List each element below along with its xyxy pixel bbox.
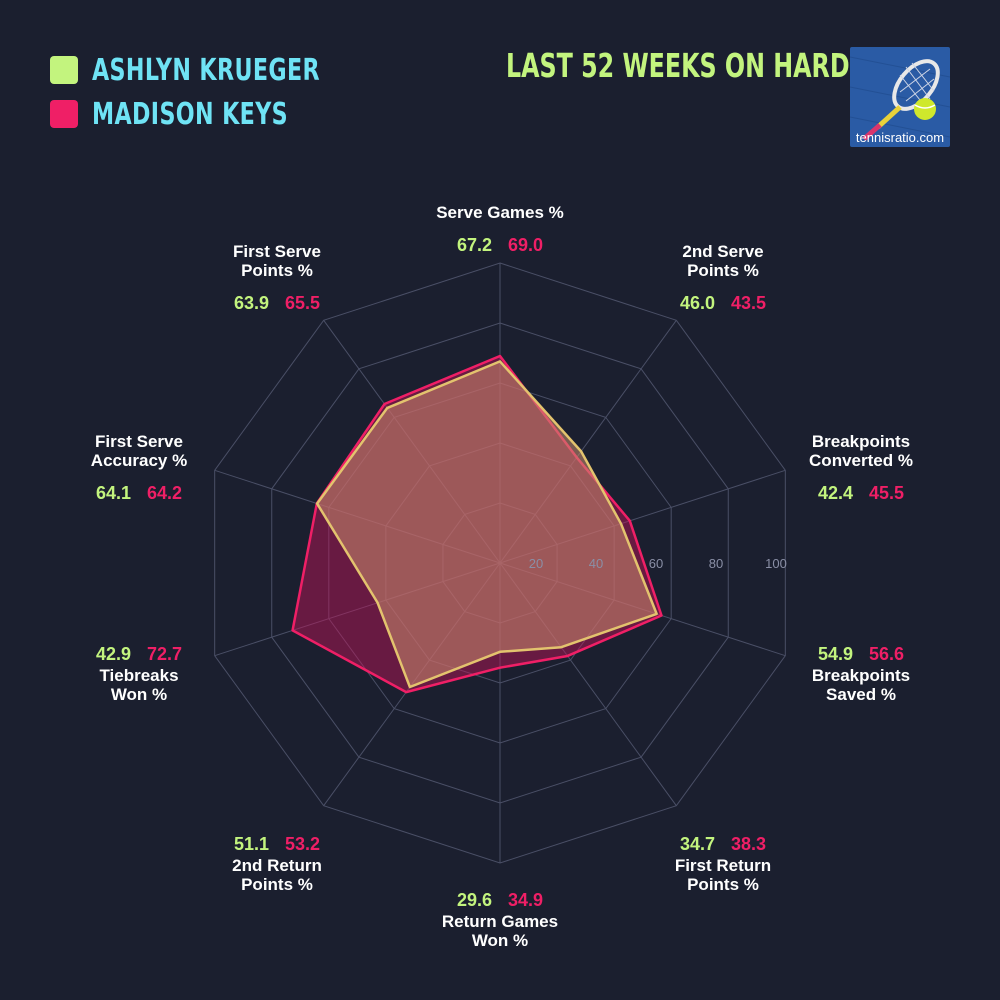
axis-name-9-0: First Serve [233, 242, 321, 261]
axis-name-4-1: Points % [687, 875, 759, 894]
value-keys-3: 56.6 [869, 644, 904, 664]
value-krueger-6: 51.1 [234, 834, 269, 854]
logo[interactable]: tennisratio.com [850, 47, 950, 147]
legend-item-krueger: ASHLYN KRUEGER [50, 48, 400, 92]
axis-name-7-1: Won % [111, 685, 167, 704]
value-krueger-9: 63.9 [234, 293, 269, 313]
tick-label-80: 80 [709, 556, 723, 571]
axis-name-6-0: 2nd Return [232, 856, 322, 875]
value-keys-7: 72.7 [147, 644, 182, 664]
tick-label-60: 60 [649, 556, 663, 571]
axis-name-8-0: First Serve [95, 432, 183, 451]
value-krueger-8: 64.1 [96, 483, 131, 503]
tick-label-20: 20 [529, 556, 543, 571]
value-keys-6: 53.2 [285, 834, 320, 854]
value-krueger-2: 42.4 [818, 483, 853, 503]
tennis-racket-ball-icon [850, 56, 950, 141]
logo-text: tennisratio.com [855, 130, 945, 145]
series-polygon-krueger [315, 360, 658, 689]
value-krueger-4: 34.7 [680, 834, 715, 854]
axis-name-3-1: Saved % [826, 685, 896, 704]
axis-name-7-0: Tiebreaks [99, 666, 178, 685]
legend-swatch-keys [50, 100, 78, 128]
value-krueger-3: 54.9 [818, 644, 853, 664]
value-keys-2: 45.5 [869, 483, 904, 503]
radar-series [291, 354, 663, 694]
axis-name-4-0: First Return [675, 856, 771, 875]
legend-label-keys: MADISON KEYS [92, 96, 289, 132]
value-keys-1: 43.5 [731, 293, 766, 313]
value-keys-8: 64.2 [147, 483, 182, 503]
value-keys-0: 69.0 [508, 235, 543, 255]
value-krueger-0: 67.2 [457, 235, 492, 255]
axis-name-1-0: 2nd Serve [682, 242, 763, 261]
legend-swatch-krueger [50, 56, 78, 84]
axis-name-3-0: Breakpoints [812, 666, 910, 685]
value-keys-9: 65.5 [285, 293, 320, 313]
value-keys-4: 38.3 [731, 834, 766, 854]
axis-name-6-1: Points % [241, 875, 313, 894]
axis-name-2-0: Breakpoints [812, 432, 910, 451]
tick-label-40: 40 [589, 556, 603, 571]
value-keys-5: 34.9 [508, 890, 543, 910]
legend-item-keys: MADISON KEYS [50, 92, 400, 136]
axis-label-group-0: Serve Games % 67.2 69.0 [436, 203, 564, 255]
axis-name-1-1: Points % [687, 261, 759, 280]
chart-subtitle: LAST 52 WEEKS ON HARD [506, 46, 850, 85]
axis-name-9-1: Points % [241, 261, 313, 280]
value-krueger-7: 42.9 [96, 644, 131, 664]
axis-name-2-1: Converted % [809, 451, 913, 470]
tick-label-100: 100 [765, 556, 787, 571]
axis-name-5-1: Won % [472, 931, 528, 950]
value-krueger-1: 46.0 [680, 293, 715, 313]
legend-label-krueger: ASHLYN KRUEGER [92, 52, 320, 88]
axis-name-8-1: Accuracy % [91, 451, 187, 470]
value-krueger-5: 29.6 [457, 890, 492, 910]
axis-name-5-0: Return Games [442, 912, 558, 931]
legend: ASHLYN KRUEGER MADISON KEYS [50, 48, 400, 136]
axis-name-0-0: Serve Games % [436, 203, 564, 222]
radar-tick-labels: 20 40 60 80 100 [529, 556, 787, 571]
